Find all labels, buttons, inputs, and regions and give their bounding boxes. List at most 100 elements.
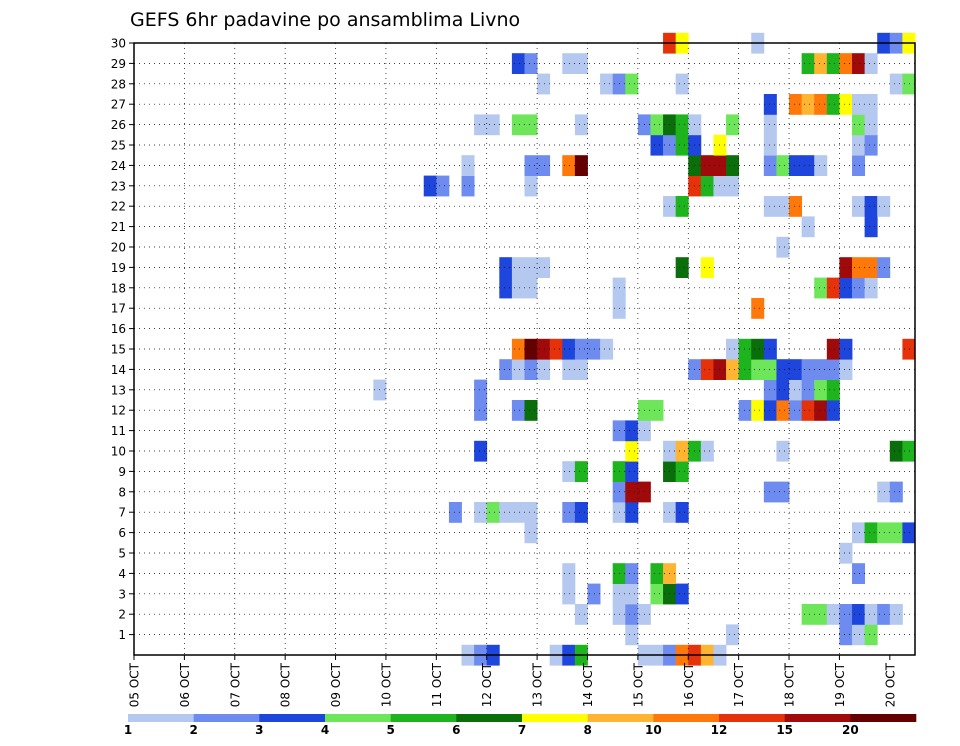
- heatmap-cell: [574, 461, 588, 482]
- heatmap-cell: [889, 481, 903, 503]
- heatmap-cell: [852, 277, 866, 299]
- heatmap-cell: [763, 155, 777, 176]
- heatmap-cell: [826, 53, 840, 74]
- heatmap-cell: [574, 114, 588, 136]
- heatmap-cell: [801, 604, 815, 625]
- heatmap-cell: [625, 624, 639, 646]
- heatmap-cell: [524, 277, 538, 299]
- y-tick-label: 1: [118, 628, 126, 642]
- y-tick-label: 9: [118, 465, 126, 479]
- heatmap-cell: [625, 73, 639, 95]
- heatmap-cell: [574, 338, 588, 360]
- heatmap-cell: [751, 400, 765, 421]
- heatmap-cell: [499, 359, 513, 380]
- heatmap-cell: [511, 277, 525, 299]
- heatmap-cell: [675, 134, 689, 156]
- legend-swatch: [193, 714, 260, 722]
- legend-swatch: [456, 714, 523, 722]
- heatmap-cell: [864, 604, 878, 625]
- heatmap-cell: [625, 420, 639, 442]
- heatmap-cell: [826, 359, 840, 380]
- heatmap-cell: [852, 53, 866, 74]
- heatmap-cell: [726, 175, 740, 197]
- chart-title: GEFS 6hr padavine po ansamblima Livno: [130, 9, 520, 31]
- heatmap-cell: [889, 73, 903, 95]
- legend-label: 10: [645, 723, 662, 737]
- y-tick-label: 30: [111, 37, 126, 51]
- heatmap-cell: [675, 114, 689, 136]
- heatmap-cell: [587, 338, 601, 360]
- heatmap-cell: [700, 440, 714, 462]
- y-tick-label: 2: [118, 608, 126, 622]
- heatmap-cell: [814, 604, 828, 625]
- heatmap-cell: [852, 522, 866, 544]
- heatmap-cell: [524, 359, 538, 380]
- legend-label: 5: [386, 723, 394, 737]
- heatmap-cell: [801, 53, 815, 74]
- y-tick-label: 29: [111, 57, 126, 71]
- heatmap-cell: [864, 53, 878, 74]
- heatmap-cell: [675, 502, 689, 523]
- heatmap-cell: [511, 502, 525, 523]
- heatmap-cell: [650, 134, 664, 156]
- legend-swatch: [128, 714, 194, 722]
- x-tick-label: 19 OCT: [833, 662, 847, 707]
- y-tick-label: 10: [111, 445, 126, 459]
- y-tick-label: 28: [111, 77, 126, 91]
- heatmap-cell: [600, 338, 614, 360]
- heatmap-cell: [839, 604, 853, 625]
- heatmap-cell: [789, 359, 803, 380]
- heatmap-cell: [511, 400, 525, 421]
- heatmap-cell: [839, 277, 853, 299]
- heatmap-cell: [763, 114, 777, 136]
- heatmap-cell: [625, 481, 639, 503]
- heatmap-cell: [436, 175, 450, 197]
- heatmap-cell: [751, 359, 765, 380]
- heatmap-cell: [726, 359, 740, 380]
- heatmap-cell: [864, 114, 878, 136]
- heatmap-cell: [675, 257, 689, 278]
- heatmap-cell: [826, 400, 840, 421]
- heatmap-cell: [700, 155, 714, 176]
- legend-label: 8: [583, 723, 591, 737]
- heatmap-cell: [625, 440, 639, 462]
- heatmap-cell: [763, 94, 777, 115]
- heatmap-cell: [524, 522, 538, 544]
- y-tick-label: 8: [118, 485, 126, 499]
- heatmap-cell: [814, 155, 828, 176]
- legend-label: 4: [321, 723, 329, 737]
- heatmap-cell: [574, 53, 588, 74]
- heatmap-cell: [902, 73, 916, 95]
- heatmap-cell: [864, 134, 878, 156]
- heatmap-cell: [864, 624, 878, 646]
- heatmap-cell: [789, 196, 803, 217]
- heatmap-cell: [776, 379, 790, 401]
- legend-label: 7: [518, 723, 526, 737]
- heatmap-cell: [726, 624, 740, 646]
- heatmap-cell: [839, 359, 853, 380]
- heatmap-cell: [574, 502, 588, 523]
- y-tick-label: 27: [111, 98, 126, 112]
- heatmap-cell: [814, 359, 828, 380]
- heatmap-cell: [814, 277, 828, 299]
- heatmap-cell: [562, 502, 576, 523]
- legend-swatch: [587, 714, 654, 722]
- heatmap-cell: [625, 563, 639, 584]
- x-tick-label: 06 OCT: [178, 662, 192, 707]
- y-tick-label: 22: [111, 200, 126, 214]
- heatmap-cell: [763, 400, 777, 421]
- heatmap-cell: [524, 53, 538, 74]
- legend-label: 12: [711, 723, 728, 737]
- y-tick-label: 11: [111, 424, 126, 438]
- heatmap-cell: [524, 257, 538, 278]
- heatmap-cell: [499, 502, 513, 523]
- heatmap-cell: [763, 134, 777, 156]
- heatmap-cell: [877, 522, 891, 544]
- heatmap-cell: [600, 73, 614, 95]
- heatmap-cell: [814, 53, 828, 74]
- heatmap-cell: [789, 400, 803, 421]
- x-tick-label: 10 OCT: [379, 662, 393, 707]
- heatmap-cell: [474, 440, 488, 462]
- heatmap-cell: [852, 155, 866, 176]
